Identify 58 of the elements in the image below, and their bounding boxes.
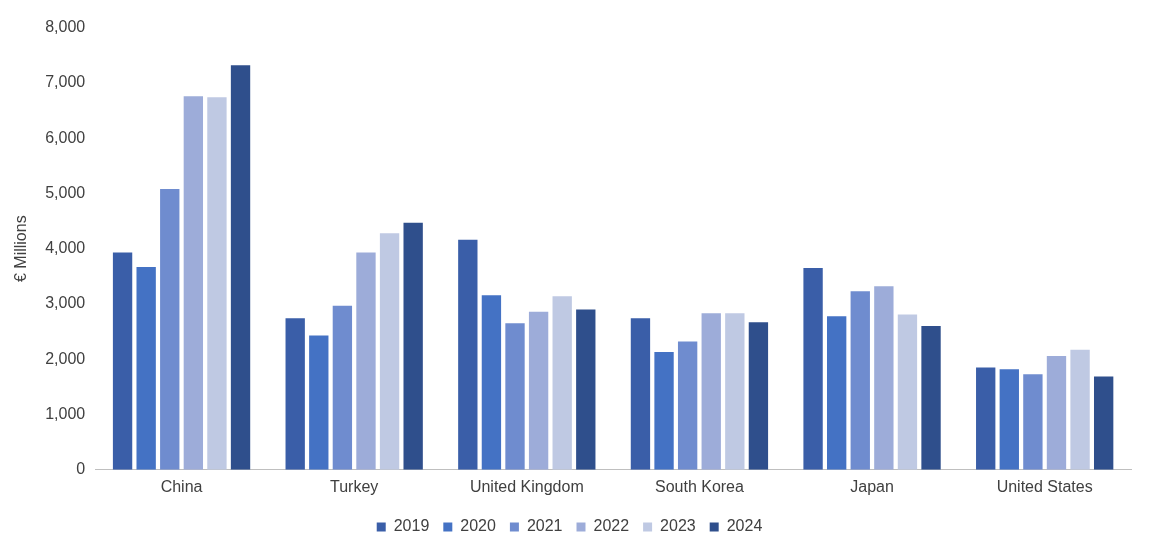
bar [403, 222, 423, 470]
bar [803, 268, 823, 470]
bar [1093, 376, 1114, 470]
bar [630, 318, 651, 470]
legend-label: 2024 [726, 517, 763, 535]
y-axis-title: € Millions [12, 215, 30, 283]
legend-label: 2021 [526, 517, 563, 535]
y-tick-label: 8,000 [45, 18, 86, 36]
bar [332, 305, 353, 470]
bar [748, 322, 769, 470]
y-tick-label: 0 [76, 460, 86, 478]
bar [481, 295, 502, 470]
bar [827, 316, 847, 470]
bar [379, 233, 400, 470]
bar [921, 326, 941, 470]
bar [207, 97, 227, 470]
bar [654, 352, 674, 470]
bar [976, 367, 996, 470]
bar [677, 341, 698, 470]
bar [136, 266, 156, 470]
x-tick-label: United Kingdom [469, 477, 584, 495]
legend-label: 2020 [460, 517, 497, 535]
bar [999, 369, 1019, 470]
bar [458, 239, 478, 470]
y-tick-label: 2,000 [45, 349, 86, 367]
y-tick-label: 5,000 [45, 183, 86, 201]
bar [1046, 355, 1067, 470]
x-tick-label: Turkey [330, 477, 379, 495]
bar [897, 314, 918, 470]
legend-label: 2023 [660, 517, 696, 535]
bar [1023, 374, 1043, 470]
y-tick-label: 4,000 [45, 239, 86, 257]
bar [1070, 349, 1090, 470]
bar [528, 311, 549, 470]
bar [505, 323, 525, 470]
y-tick-label: 7,000 [45, 73, 86, 91]
bar [285, 318, 305, 470]
x-tick-label: United States [996, 477, 1093, 495]
bar [850, 291, 870, 470]
x-tick-label: Japan [850, 477, 894, 495]
legend-label: 2019 [393, 517, 430, 535]
bar [725, 313, 745, 470]
y-tick-label: 3,000 [45, 294, 86, 312]
bar [309, 335, 329, 470]
bar [112, 252, 133, 470]
y-tick-label: 6,000 [45, 128, 86, 146]
bar [552, 296, 572, 470]
bar [701, 313, 721, 470]
legend-label: 2022 [593, 517, 630, 535]
bar [576, 309, 596, 470]
x-tick-label: South Korea [654, 477, 745, 495]
bar [160, 189, 180, 470]
y-tick-label: 1,000 [45, 404, 86, 422]
bar [356, 252, 376, 470]
bar [230, 65, 251, 470]
bar [874, 286, 894, 470]
bar [183, 96, 204, 470]
x-tick-label: China [160, 477, 203, 495]
